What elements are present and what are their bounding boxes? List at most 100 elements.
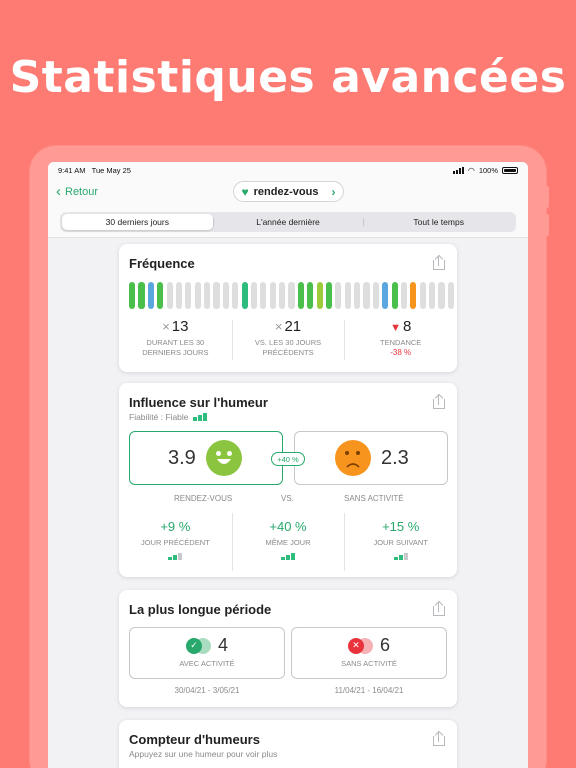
heart-icon: ♥ xyxy=(241,184,249,199)
multiply-icon: × xyxy=(274,319,283,334)
day-before: +9 % JOUR PRÉCÉDENT xyxy=(119,519,232,565)
tab-all-time[interactable]: Tout le temps xyxy=(363,214,514,230)
wifi-icon: ◠ xyxy=(467,165,475,175)
headline: Statistiques avancées xyxy=(9,52,567,103)
frequency-day-bar xyxy=(419,282,426,309)
frequency-day-bar xyxy=(307,282,314,309)
vs-label: VS. xyxy=(281,494,294,503)
day-label: JOUR SUIVANT xyxy=(373,538,428,547)
frequency-day-bar xyxy=(335,282,342,309)
frequency-card: Fréquence × 13 DURANT LES 30 DERNIERS JOU… xyxy=(119,244,457,372)
card-title: Fréquence xyxy=(129,256,195,271)
share-icon[interactable] xyxy=(433,730,445,746)
reliability-label: Fiabilité : Fiable xyxy=(129,412,189,422)
chevron-right-icon: › xyxy=(331,184,336,199)
stat-label: TENDANCE xyxy=(380,338,422,347)
sad-face-icon xyxy=(335,440,371,476)
stat-trend: ▼ 8 TENDANCE -38 % xyxy=(344,318,457,360)
status-date: Tue May 25 xyxy=(91,165,131,175)
stat-label: DURANT LES 30 DERNIERS JOURS xyxy=(142,338,209,357)
trend-percent: -38 % xyxy=(390,348,412,357)
frequency-day-bar xyxy=(438,282,445,309)
streak-label: AVEC ACTIVITÉ xyxy=(179,659,235,668)
frequency-stats: × 13 DURANT LES 30 DERNIERS JOURS × 21 VS.… xyxy=(119,318,457,360)
share-icon[interactable] xyxy=(433,393,445,409)
streak-dates: 11/04/21 - 16/04/21 xyxy=(334,686,404,695)
card-title: La plus longue période xyxy=(129,602,272,617)
frequency-day-bar xyxy=(382,282,389,309)
frequency-day-bar xyxy=(129,282,136,309)
frequency-day-bar xyxy=(250,282,258,309)
stat-value: 21 xyxy=(284,318,302,335)
reliability-bars-icon xyxy=(393,552,408,560)
streak-value: 6 xyxy=(379,635,390,655)
card-title: Compteur d'humeurs xyxy=(129,732,260,747)
battery-icon xyxy=(502,166,518,174)
frequency-day-bar xyxy=(232,282,239,309)
frequency-day-bar xyxy=(194,282,201,309)
signal-icon xyxy=(452,166,464,174)
back-label: Retour xyxy=(65,185,99,198)
reliability-bars-icon xyxy=(281,552,295,560)
mood-with-activity: 3.9 xyxy=(129,431,283,485)
frequency-day-bar xyxy=(325,282,333,309)
happy-face-icon xyxy=(205,440,242,476)
without-label: SANS ACTIVITÉ xyxy=(344,494,404,503)
frequency-day-bar xyxy=(363,282,370,309)
mood-diff-badge: +40 % xyxy=(271,452,305,466)
share-icon[interactable] xyxy=(433,254,445,270)
app-screen: 9:41 AM Tue May 25 ◠ 100% ‹ Retour ♥ ren… xyxy=(48,162,528,768)
mood-without-activity: 2.3 xyxy=(294,431,448,485)
frequency-day-bar xyxy=(372,282,379,309)
tab-last-year[interactable]: L'année dernière xyxy=(212,214,364,230)
mood-counter-card: Compteur d'humeurs Appuyez sur une humeu… xyxy=(119,720,457,768)
check-circle-icon: ✓ xyxy=(185,637,212,654)
longest-streak-card: La plus longue période ✓ 4 AVEC ACTIVITÉ… xyxy=(119,590,457,707)
activity-selector[interactable]: ♥ rendez-vous › xyxy=(233,181,344,202)
card-subtitle: Appuyez sur une humeur pour voir plus xyxy=(129,749,278,759)
frequency-day-bar xyxy=(166,282,173,309)
frequency-day-bar xyxy=(175,282,183,309)
frequency-day-bar xyxy=(447,282,454,309)
frequency-day-bar xyxy=(185,282,192,309)
frequency-day-bar xyxy=(297,282,304,309)
frequency-bars xyxy=(129,282,454,309)
frequency-day-bar xyxy=(316,282,323,309)
reliability-bars-icon xyxy=(168,552,183,560)
volume-button xyxy=(545,186,549,208)
reliability-bars-icon xyxy=(192,413,207,421)
back-button[interactable]: ‹ Retour xyxy=(56,184,98,199)
multiply-icon: × xyxy=(162,319,170,334)
activity-label: rendez-vous xyxy=(253,185,319,198)
day-label: JOUR PRÉCÉDENT xyxy=(140,538,210,547)
card-title: Influence sur l'humeur xyxy=(129,395,268,410)
day-value: +9 % xyxy=(160,519,191,534)
frequency-day-bar xyxy=(354,282,361,309)
reliability: Fiabilité : Fiable xyxy=(129,412,207,422)
frequency-day-bar xyxy=(429,282,436,309)
mood-value: 3.9 xyxy=(168,446,196,469)
frequency-day-bar xyxy=(400,282,408,309)
streak-without-activity: ✕ 6 SANS ACTIVITÉ xyxy=(291,627,447,679)
frequency-day-bar xyxy=(269,282,276,309)
frequency-day-bar xyxy=(241,282,248,309)
triangle-down-icon: ▼ xyxy=(390,322,401,334)
stat-last-30: × 13 DURANT LES 30 DERNIERS JOURS xyxy=(119,318,232,358)
frequency-day-bar xyxy=(222,282,229,309)
cross-circle-icon: ✕ xyxy=(347,637,374,654)
frequency-day-bar xyxy=(410,282,417,309)
tab-30-days[interactable]: 30 derniers jours xyxy=(62,214,213,230)
stat-previous-30: × 21 VS. LES 30 JOURS PRÉCÉDENTS xyxy=(231,318,345,360)
status-bar: 9:41 AM Tue May 25 ◠ 100% xyxy=(48,162,528,178)
frequency-day-bar xyxy=(147,282,154,309)
chevron-left-icon: ‹ xyxy=(56,183,61,200)
share-icon[interactable] xyxy=(433,600,445,616)
period-selector: 30 derniers jours L'année dernière Tout … xyxy=(60,212,516,232)
day-effects: +9 % JOUR PRÉCÉDENT +40 % MÊME JOUR +15 … xyxy=(119,513,457,571)
frequency-day-bar xyxy=(138,282,145,309)
nav-bar: ‹ Retour ♥ rendez-vous › xyxy=(48,178,528,208)
streak-value: 4 xyxy=(217,635,228,655)
streak-with-activity: ✓ 4 AVEC ACTIVITÉ xyxy=(129,627,285,679)
status-time: 9:41 AM xyxy=(58,165,86,175)
stat-label: VS. LES 30 JOURS PRÉCÉDENTS xyxy=(254,338,322,357)
